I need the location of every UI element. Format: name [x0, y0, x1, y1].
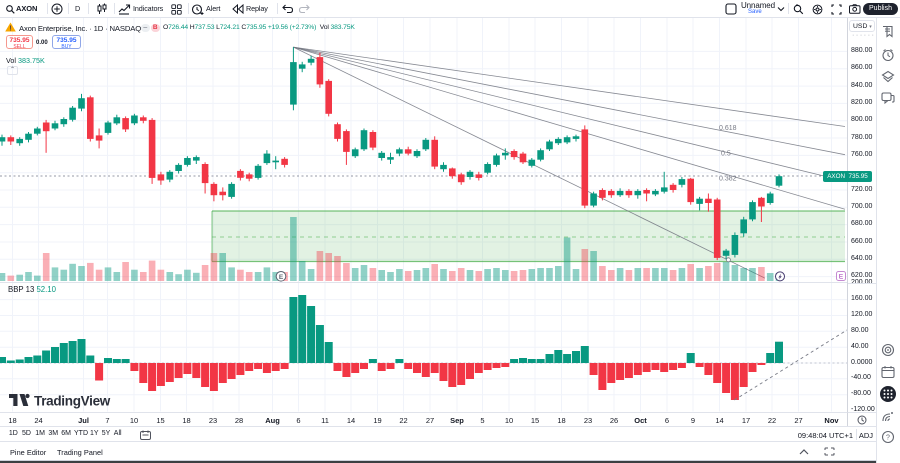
svg-text:0.382: 0.382	[719, 176, 737, 183]
svg-text:?: ?	[886, 434, 890, 441]
svg-text:!: !	[9, 26, 11, 32]
svg-text:0.618: 0.618	[719, 125, 737, 132]
svg-text:TradingView: TradingView	[34, 394, 111, 409]
svg-text:E: E	[279, 274, 284, 281]
svg-text:E: E	[839, 274, 844, 281]
svg-text:0.5: 0.5	[721, 151, 731, 158]
